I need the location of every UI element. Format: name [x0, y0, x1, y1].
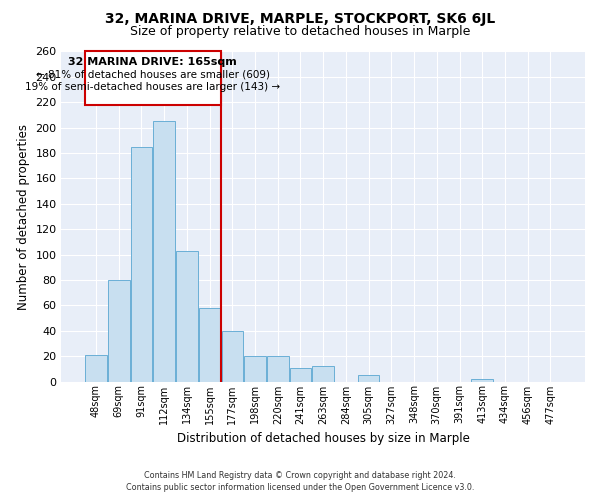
Text: Contains HM Land Registry data © Crown copyright and database right 2024.
Contai: Contains HM Land Registry data © Crown c… — [126, 471, 474, 492]
X-axis label: Distribution of detached houses by size in Marple: Distribution of detached houses by size … — [177, 432, 470, 445]
Bar — [290, 368, 311, 382]
Text: 32 MARINA DRIVE: 165sqm: 32 MARINA DRIVE: 165sqm — [68, 56, 237, 66]
Text: 32, MARINA DRIVE, MARPLE, STOCKPORT, SK6 6JL: 32, MARINA DRIVE, MARPLE, STOCKPORT, SK6… — [105, 12, 495, 26]
Bar — [358, 375, 379, 382]
Text: 19% of semi-detached houses are larger (143) →: 19% of semi-detached houses are larger (… — [25, 82, 280, 92]
Bar — [108, 280, 130, 382]
Bar — [244, 356, 266, 382]
Y-axis label: Number of detached properties: Number of detached properties — [17, 124, 30, 310]
Bar — [131, 146, 152, 382]
Text: ← 81% of detached houses are smaller (609): ← 81% of detached houses are smaller (60… — [36, 70, 270, 80]
Bar — [313, 366, 334, 382]
Bar — [267, 356, 289, 382]
Bar — [85, 355, 107, 382]
Bar — [199, 308, 220, 382]
Text: Size of property relative to detached houses in Marple: Size of property relative to detached ho… — [130, 25, 470, 38]
Bar — [221, 330, 243, 382]
Bar — [472, 379, 493, 382]
FancyBboxPatch shape — [85, 52, 221, 105]
Bar — [176, 251, 197, 382]
Bar — [154, 122, 175, 382]
